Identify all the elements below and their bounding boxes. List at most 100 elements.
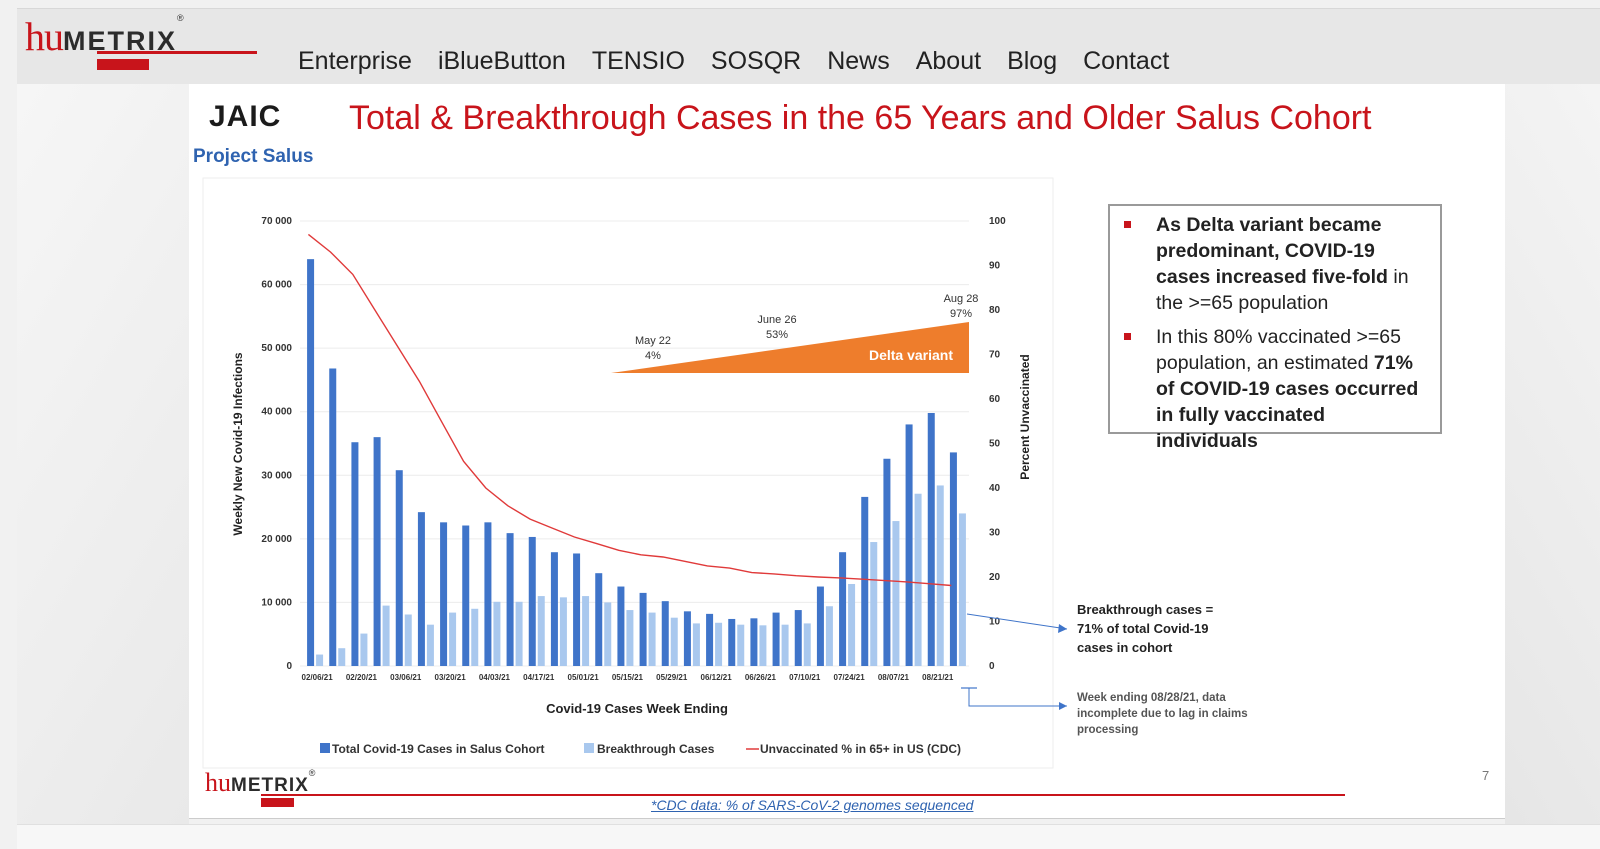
bar-total [883, 458, 891, 666]
y2-tick-label: 70 [989, 350, 1001, 361]
y2-tick-label: 50 [989, 439, 1001, 450]
bar-breakthrough [360, 633, 368, 666]
legend-swatch-total [320, 743, 330, 753]
bottom-strip [17, 824, 1600, 849]
y-tick-label: 10 000 [261, 597, 292, 608]
incomplete-note: Week ending 08/28/21, data [1077, 692, 1226, 704]
nav-blog[interactable]: Blog [1007, 47, 1058, 75]
bar-breakthrough [559, 597, 567, 666]
bar-total [839, 552, 847, 666]
legend-unvaccinated: Unvaccinated % in 65+ in US (CDC) [760, 742, 961, 756]
key-findings-box: As Delta variant became predominant, COV… [1108, 204, 1442, 452]
project-label: Project Salus [193, 146, 314, 167]
slide-title: Total & Breakthrough Cases in the 65 Yea… [349, 99, 1372, 137]
x-tick-label: 07/24/21 [834, 673, 866, 682]
footer-logo-hu: hu [205, 768, 231, 797]
bullet-square-icon [1124, 333, 1131, 340]
bar-breakthrough [692, 623, 700, 666]
cdc-footnote-link[interactable]: *CDC data: % of SARS-CoV-2 genomes seque… [651, 797, 974, 813]
x-tick-label: 05/01/21 [568, 673, 600, 682]
bar-total [639, 592, 647, 666]
nav-ibluebutton[interactable]: iBlueButton [437, 47, 566, 75]
bar-breakthrough [803, 623, 811, 666]
breakthrough-arrow [966, 613, 1068, 630]
aug-date: Aug 28 [944, 293, 979, 305]
unvaccinated-line [307, 233, 952, 587]
y2-tick-label: 10 [989, 617, 1001, 628]
y-tick-label: 0 [286, 661, 292, 672]
jaic-logo: JAIC [209, 100, 282, 133]
bar-total [772, 612, 780, 666]
bar-breakthrough [648, 612, 656, 666]
logo-underline [97, 51, 257, 54]
nav-news[interactable]: News [827, 47, 890, 75]
cases-chart: 0 10 000 20 000 30 000 40 000 50 000 60 000 70 … [202, 177, 1248, 769]
bar-breakthrough [449, 612, 457, 666]
bar-breakthrough [914, 493, 922, 666]
nav-contact[interactable]: Contact [1083, 47, 1170, 75]
bar-breakthrough [604, 602, 612, 666]
y2-tick-label: 20 [989, 572, 1001, 583]
bar-total [683, 611, 691, 666]
site-header: huMETRIX® Enterprise iBlueButton TENSIO SOS… [17, 8, 1600, 85]
bar-breakthrough [338, 648, 346, 666]
bar-total [351, 442, 359, 666]
may-date: May 22 [635, 335, 671, 347]
nav-about[interactable]: About [915, 47, 982, 75]
delta-variant-wedge [611, 322, 969, 373]
bar-breakthrough [870, 542, 878, 666]
bar-breakthrough [715, 622, 723, 666]
breakthrough-note: Breakthrough cases = [1077, 602, 1214, 617]
incomplete-note: processing [1077, 724, 1138, 736]
nav-tensio[interactable]: TENSIO [591, 47, 685, 75]
june-date: June 26 [757, 314, 796, 326]
bar-breakthrough [537, 596, 545, 666]
incomplete-arrowhead [1059, 702, 1067, 710]
y2-tick-label: 100 [989, 216, 1006, 227]
nav-enterprise[interactable]: Enterprise [298, 47, 412, 75]
bar-breakthrough [936, 485, 944, 666]
bar-total [550, 552, 558, 666]
bar-total [905, 424, 913, 666]
y-tick-label: 70 000 [261, 216, 292, 227]
logo-red-bar [97, 59, 149, 70]
bar-breakthrough [316, 654, 324, 666]
y2-tick-label: 0 [989, 661, 995, 672]
y2-tick-label: 30 [989, 528, 1001, 539]
may-pct: 4% [645, 350, 661, 362]
slide: JAIC Project Salus Total & Breakthrough … [189, 84, 1505, 819]
bar-total [307, 259, 315, 666]
footer-logo-metrix: METRIX [231, 775, 309, 796]
x-tick-label: 08/07/21 [878, 673, 910, 682]
x-tick-label: 02/20/21 [346, 673, 378, 682]
bar-total [417, 512, 425, 666]
right-background [1505, 84, 1600, 824]
bar-total [506, 533, 514, 666]
bar-total [949, 452, 957, 666]
delta-variant-label: Delta variant [869, 347, 953, 363]
bullet-text: In this 80% vaccinated >=65 population, … [1156, 326, 1401, 374]
bar-breakthrough [958, 513, 966, 666]
bar-total [728, 618, 736, 666]
y-axis-label: Weekly New Covid-19 Infections [231, 352, 245, 535]
legend-breakthrough: Breakthrough Cases [597, 742, 715, 756]
y-tick-label: 40 000 [261, 407, 292, 418]
bullet-text: 71% of COVID-19 cases occurred in fully … [1156, 352, 1419, 452]
logo-registered: ® [177, 13, 184, 23]
nav-sosqr[interactable]: SOSQR [710, 47, 802, 75]
bar-breakthrough [404, 614, 412, 666]
bar-breakthrough [825, 606, 833, 666]
bullet-square-icon [1124, 221, 1131, 228]
bar-breakthrough [670, 617, 678, 666]
left-background [17, 84, 189, 824]
bar-breakthrough [781, 624, 789, 666]
y2-tick-label: 90 [989, 261, 1001, 272]
x-tick-label: 04/03/21 [479, 673, 511, 682]
bar-breakthrough [848, 583, 856, 666]
bar-total [750, 618, 758, 666]
bar-total [706, 613, 714, 666]
finding-bullet: As Delta variant became predominant, COV… [1124, 212, 1430, 316]
legend-total: Total Covid-19 Cases in Salus Cohort [332, 742, 544, 756]
finding-bullet: In this 80% vaccinated >=65 population, … [1124, 324, 1430, 454]
y2-axis-label: Percent Unvaccinated [1018, 354, 1032, 479]
